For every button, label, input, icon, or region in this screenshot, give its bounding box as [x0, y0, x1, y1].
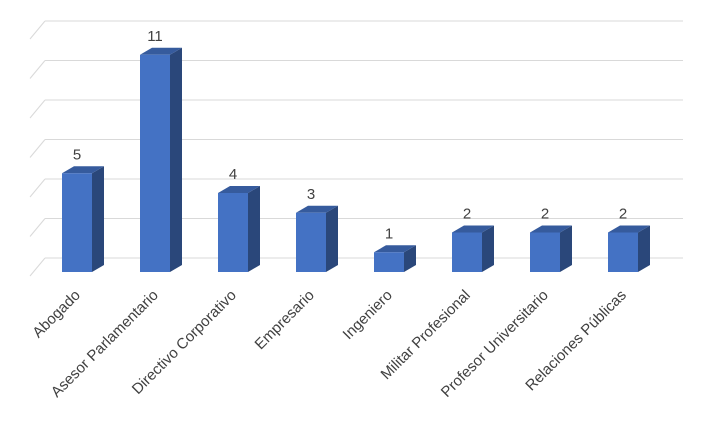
bar — [296, 205, 338, 272]
bar-front — [218, 193, 248, 272]
x-tick-label: Ingeniero — [340, 287, 396, 343]
grid-line-side — [29, 60, 46, 79]
bar — [218, 186, 260, 272]
bar — [62, 166, 104, 272]
bar-top — [608, 225, 650, 233]
grid-line-side — [29, 99, 46, 119]
bar-side — [248, 186, 260, 272]
value-label: 4 — [229, 166, 237, 183]
bar — [452, 225, 494, 272]
bar-top — [296, 205, 338, 213]
value-label: 2 — [619, 206, 627, 223]
value-label: 3 — [307, 186, 315, 203]
grid-line-side — [29, 20, 46, 40]
bar-front — [296, 212, 326, 272]
grid-line-side — [29, 139, 46, 158]
bar-top — [530, 225, 572, 233]
bar-side — [638, 225, 650, 272]
bar — [374, 245, 416, 272]
bar-front — [530, 232, 560, 272]
bar-side — [170, 47, 182, 272]
value-label: 2 — [463, 206, 471, 223]
bar-top — [374, 245, 416, 253]
bar-front — [140, 54, 170, 272]
bar — [608, 225, 650, 272]
bar-top — [218, 186, 260, 193]
bar — [140, 47, 182, 272]
bar-top — [452, 225, 494, 233]
x-tick-label: Abogado — [29, 287, 83, 341]
bar-side — [482, 225, 494, 272]
bar-front — [452, 232, 482, 272]
value-label: 2 — [541, 206, 549, 223]
bar-front — [608, 232, 638, 272]
value-label: 5 — [73, 146, 81, 163]
bar-top — [62, 166, 104, 174]
bar-side — [404, 245, 416, 272]
value-label: 11 — [147, 28, 163, 45]
bar-top — [140, 47, 182, 55]
bar-front — [62, 173, 92, 272]
grid-line-side — [29, 257, 46, 277]
bar-side — [560, 225, 572, 272]
bar-front — [374, 252, 404, 272]
bar-side — [326, 205, 338, 272]
bar — [530, 225, 572, 272]
bar-side — [92, 166, 104, 272]
value-label: 1 — [385, 225, 393, 242]
grid-line-side — [29, 218, 46, 237]
grid-line-side — [29, 178, 46, 198]
x-tick-label: Empresario — [252, 287, 318, 353]
